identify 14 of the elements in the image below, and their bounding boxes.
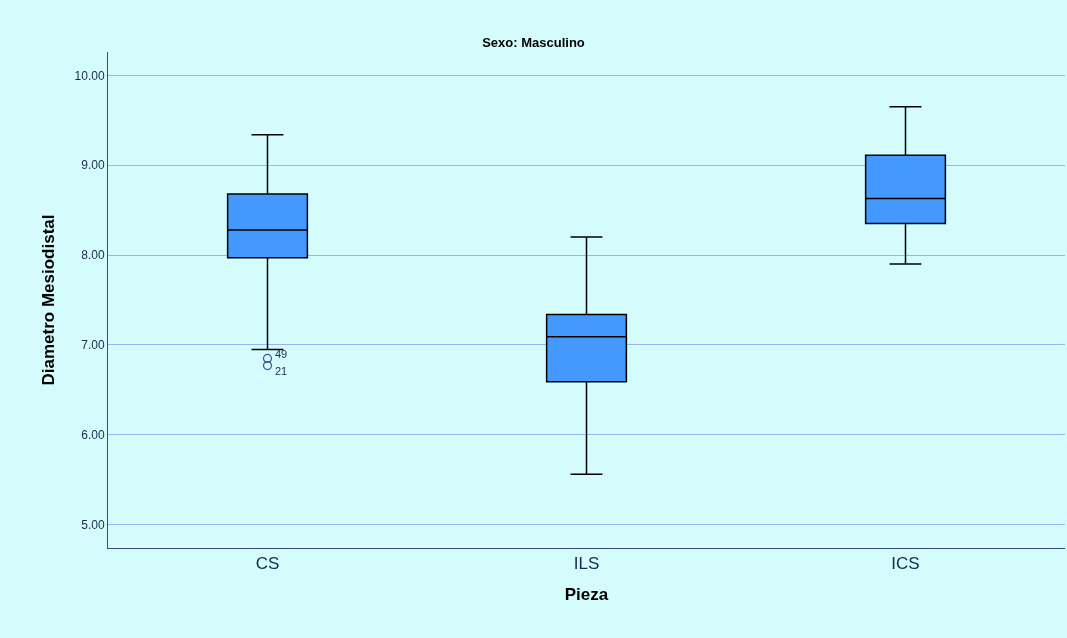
x-tick-label: ICS xyxy=(891,554,920,574)
annotation: 21 xyxy=(275,365,288,377)
x-axis-title: Pieza xyxy=(564,584,609,604)
x-tick-label: ILS xyxy=(573,554,600,574)
x-tick-label: CS xyxy=(255,554,280,574)
y-tick-label: 5.00 xyxy=(81,517,105,532)
y-tick-label: 7.00 xyxy=(81,338,105,353)
y-axis-title: Diametro Mesiodistal xyxy=(39,214,59,386)
chart-title: Sexo: Masculino xyxy=(482,35,585,51)
y-tick-label: 6.00 xyxy=(81,427,105,442)
y-tick-label: 10.00 xyxy=(74,68,105,83)
y-tick-label: 9.00 xyxy=(81,158,105,173)
annotation: 49 xyxy=(275,348,288,360)
y-tick-label: 8.00 xyxy=(81,248,105,263)
